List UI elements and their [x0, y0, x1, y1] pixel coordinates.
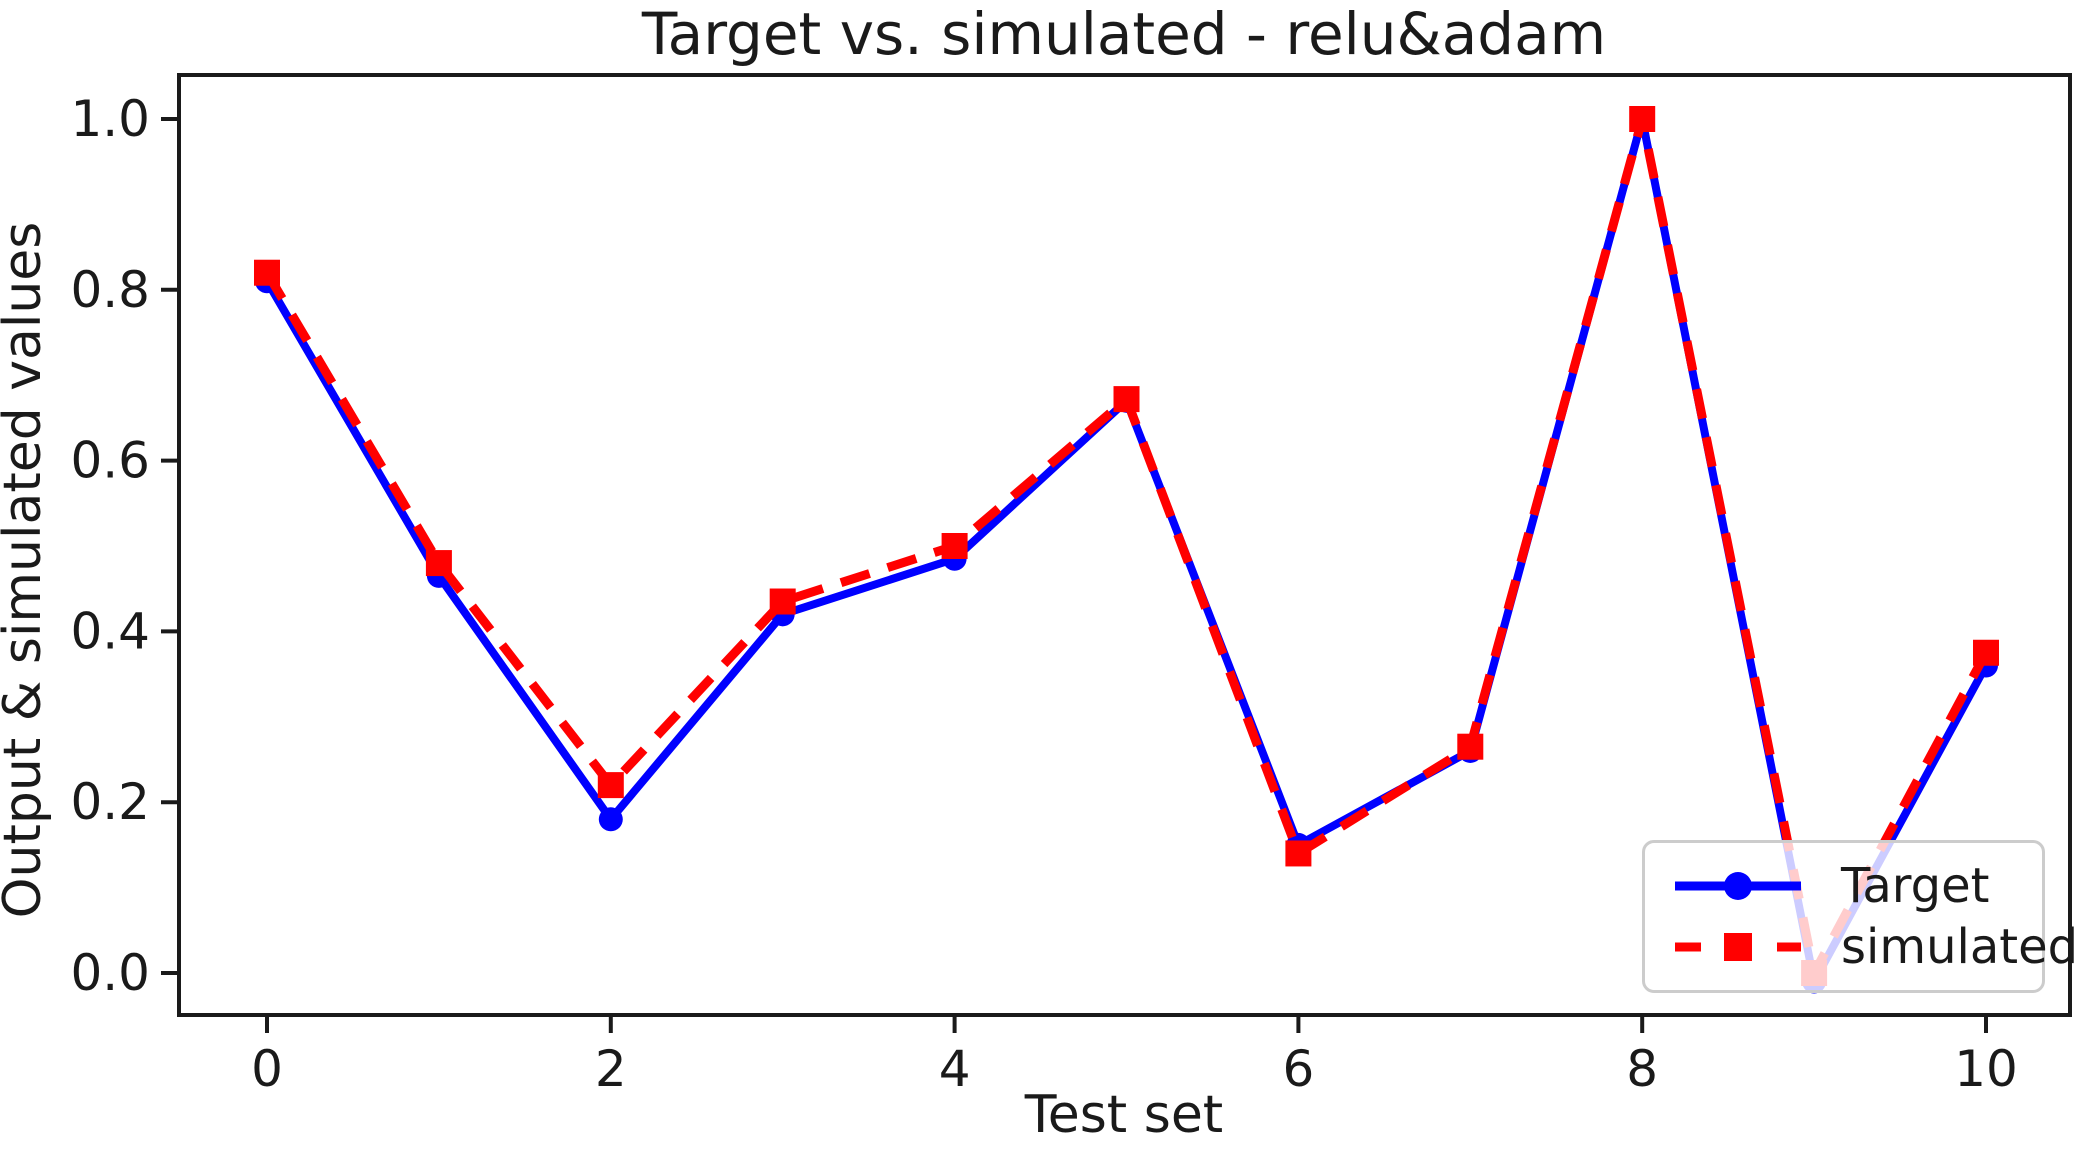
target-line-sample	[1675, 871, 1801, 900]
axis-ticks: 0 2 4 6 8 10 0.0 0.2 0.4 0.6 0.8 1.0	[70, 90, 2017, 1098]
x-tick-label: 10	[1954, 1040, 2018, 1098]
y-tick-label: 0.6	[70, 432, 150, 490]
simulated-marker	[941, 533, 968, 559]
x-tick-label: 8	[1626, 1040, 1658, 1098]
legend-item-target: Target	[1673, 857, 2022, 914]
y-tick-label: 0.8	[70, 261, 150, 319]
target-marker	[598, 807, 623, 832]
y-axis-label: Output & simulated values	[0, 222, 53, 919]
target-sample-marker	[1724, 871, 1752, 900]
y-tick-label: 0.2	[70, 773, 150, 831]
legend-label-target: Target	[1841, 857, 1990, 914]
simulated-marker	[425, 550, 452, 577]
x-tick-label: 6	[1282, 1040, 1314, 1098]
simulated-sample-marker	[1724, 933, 1752, 962]
legend: Target simulated	[1642, 840, 2078, 993]
x-tick-label: 0	[251, 1040, 283, 1098]
x-tick-label: 2	[595, 1040, 627, 1098]
y-tick-label: 1.0	[70, 90, 150, 148]
chart-title: Target vs. simulated - relu&adam	[641, 0, 1606, 68]
legend-label-simulated: simulated	[1841, 919, 2079, 976]
simulated-marker	[1973, 639, 1999, 666]
simulated-marker	[1457, 733, 1484, 760]
x-tick-label: 4	[939, 1040, 971, 1098]
data-series-layer	[254, 106, 1999, 994]
simulated-marker	[1113, 386, 1140, 413]
simulated-marker	[597, 772, 624, 799]
simulated-marker	[1629, 106, 1656, 132]
simulated-marker	[769, 588, 796, 615]
legend-item-simulated: simulated	[1673, 923, 2078, 971]
simulated-marker	[254, 259, 280, 286]
simulated-line-sample	[1675, 933, 1801, 962]
simulated-marker	[1285, 840, 1312, 867]
y-tick-label: 0.0	[70, 944, 150, 1002]
y-tick-label: 0.4	[70, 602, 150, 660]
x-axis-label: Test set	[1024, 1085, 1223, 1145]
